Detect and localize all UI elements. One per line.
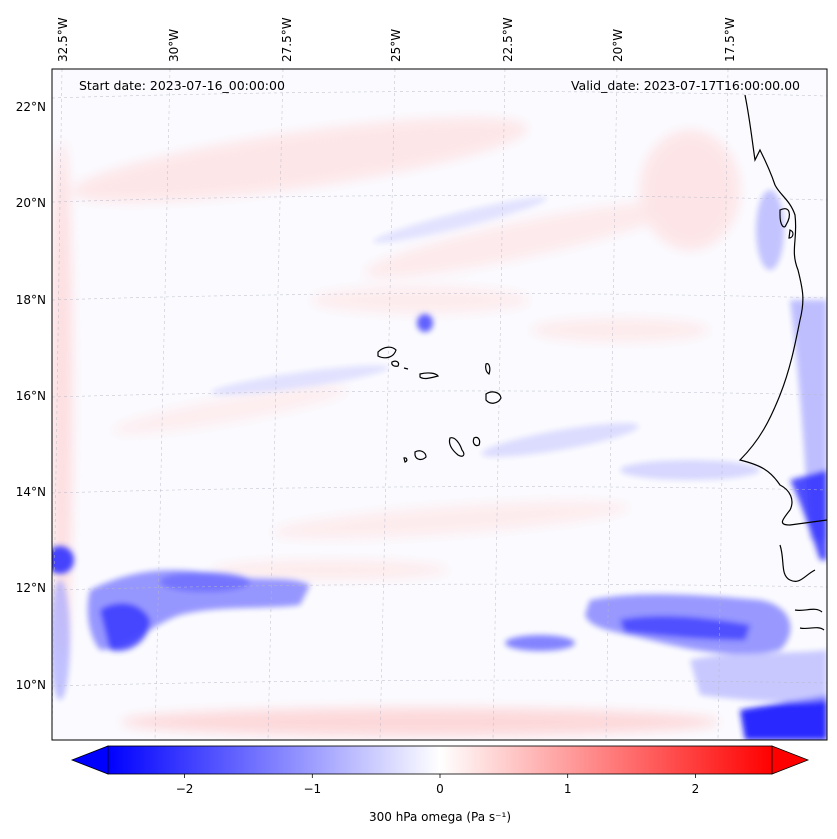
colorbar-ticks: −2 −1 0 1 2: [176, 774, 699, 796]
colorbar-label: 300 hPa omega (Pa s⁻¹): [369, 810, 511, 824]
island-sao-vicente: [391, 360, 400, 367]
lon-label-25w: 25°W: [389, 29, 403, 62]
island-santa-luzia: [403, 367, 409, 370]
lat-label-14n: 14°N: [16, 485, 46, 499]
colorbar-tick-label: 0: [436, 782, 444, 796]
latitude-labels: 22°N 20°N 18°N 16°N 14°N 12°N 10°N: [16, 100, 46, 692]
longitude-labels: 32.5°W 30°W 27.5°W 25°W 22.5°W 20°W 17.5…: [56, 17, 737, 62]
island-brava: [403, 457, 408, 463]
lat-label-10n: 10°N: [16, 678, 46, 692]
island-sao-nicolau: [419, 372, 439, 380]
colorbar-extend-max: [771, 745, 810, 775]
colorbar: −2 −1 0 1 2 300 hPa omega (Pa s⁻¹): [70, 745, 810, 824]
graticule: [52, 69, 827, 740]
lon-label-17-5w: 17.5°W: [723, 17, 737, 62]
lon-label-32-5w: 32.5°W: [56, 17, 70, 62]
colorbar-extend-min: [70, 745, 109, 775]
lon-label-27-5w: 27.5°W: [280, 17, 294, 62]
colorbar-tick-label: −1: [303, 782, 321, 796]
lon-label-22-5w: 22.5°W: [501, 17, 515, 62]
lat-label-12n: 12°N: [16, 581, 46, 595]
lon-label-20w: 20°W: [611, 29, 625, 62]
island-boa-vista: [485, 391, 502, 404]
african-coast: [738, 94, 827, 631]
colorbar-tick-label: 1: [564, 782, 572, 796]
lat-label-20n: 20°N: [16, 196, 46, 210]
colorbar-tick-label: 2: [692, 782, 700, 796]
island-santo-antao: [377, 346, 397, 359]
coastlines: [738, 94, 827, 631]
cape-verde-islands: [377, 346, 502, 463]
lat-label-16n: 16°N: [16, 389, 46, 403]
lat-label-18n: 18°N: [16, 293, 46, 307]
start-date-label: Start date: 2023-07-16_00:00:00: [79, 78, 285, 93]
island-santiago: [448, 437, 465, 457]
map-frame: [51, 68, 828, 741]
lat-label-22n: 22°N: [16, 100, 46, 114]
island-sal: [485, 363, 491, 375]
colorbar-gradient: [107, 745, 773, 775]
lon-label-30w: 30°W: [167, 29, 181, 62]
map-panel: [52, 69, 827, 740]
island-fogo: [414, 450, 427, 461]
omega-positive-field: [52, 117, 740, 736]
omega-negative-field: [52, 190, 827, 740]
colorbar-tick-label: −2: [176, 782, 194, 796]
valid-date-label: Valid_date: 2023-07-17T16:00:00.00: [571, 78, 800, 93]
island-maio: [472, 436, 481, 447]
